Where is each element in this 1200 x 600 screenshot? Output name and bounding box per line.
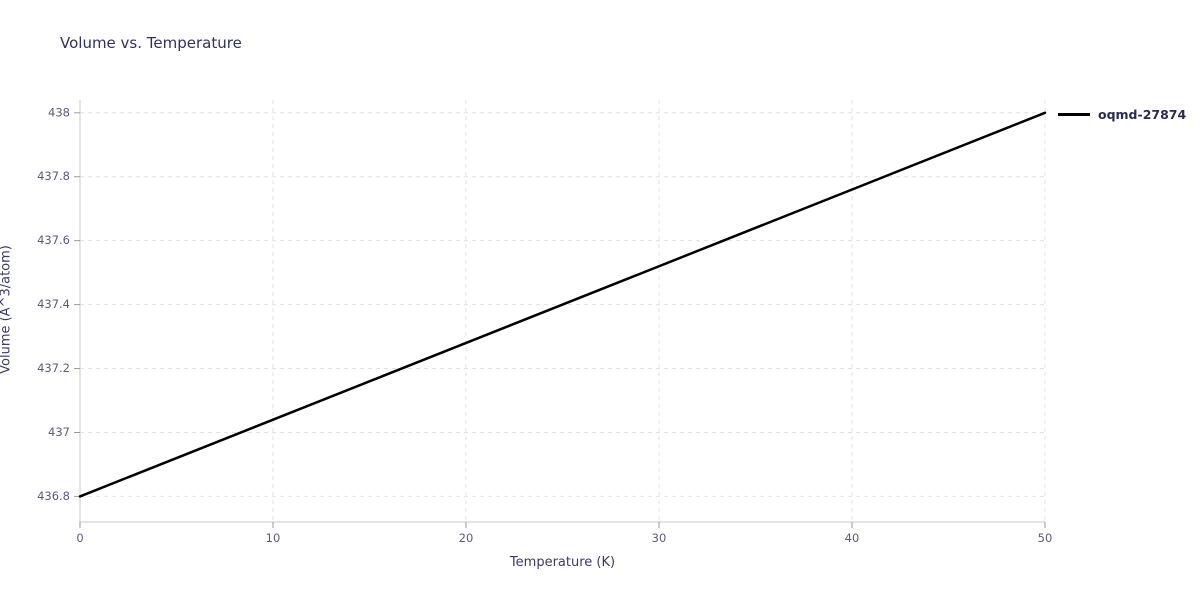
x-axis-label: Temperature (K) — [509, 555, 616, 570]
y-tick-label: 438 — [48, 105, 70, 119]
chart-title: Volume vs. Temperature — [60, 34, 242, 52]
x-tick-label: 0 — [76, 531, 83, 545]
y-axis-label: Volume (Å^3/atom) — [0, 245, 14, 374]
y-tick-label: 437.2 — [37, 361, 70, 375]
y-tick-label: 436.8 — [37, 489, 70, 503]
legend: oqmd-27874 — [1058, 104, 1186, 124]
y-tick-label: 437.8 — [37, 169, 70, 183]
x-tick-label: 30 — [652, 531, 667, 545]
x-tick-label: 20 — [459, 531, 474, 545]
legend-series-label: oqmd-27874 — [1098, 106, 1187, 122]
series-line — [78, 111, 1047, 498]
y-tick-label: 437.6 — [37, 233, 70, 247]
x-tick-label: 10 — [266, 531, 281, 545]
x-tick-label: 40 — [845, 531, 860, 545]
x-tick-label: 50 — [1038, 531, 1053, 545]
y-tick-label: 437 — [48, 425, 70, 439]
legend-line-swatch-icon — [1058, 112, 1090, 116]
y-tick-label: 437.4 — [37, 297, 70, 311]
